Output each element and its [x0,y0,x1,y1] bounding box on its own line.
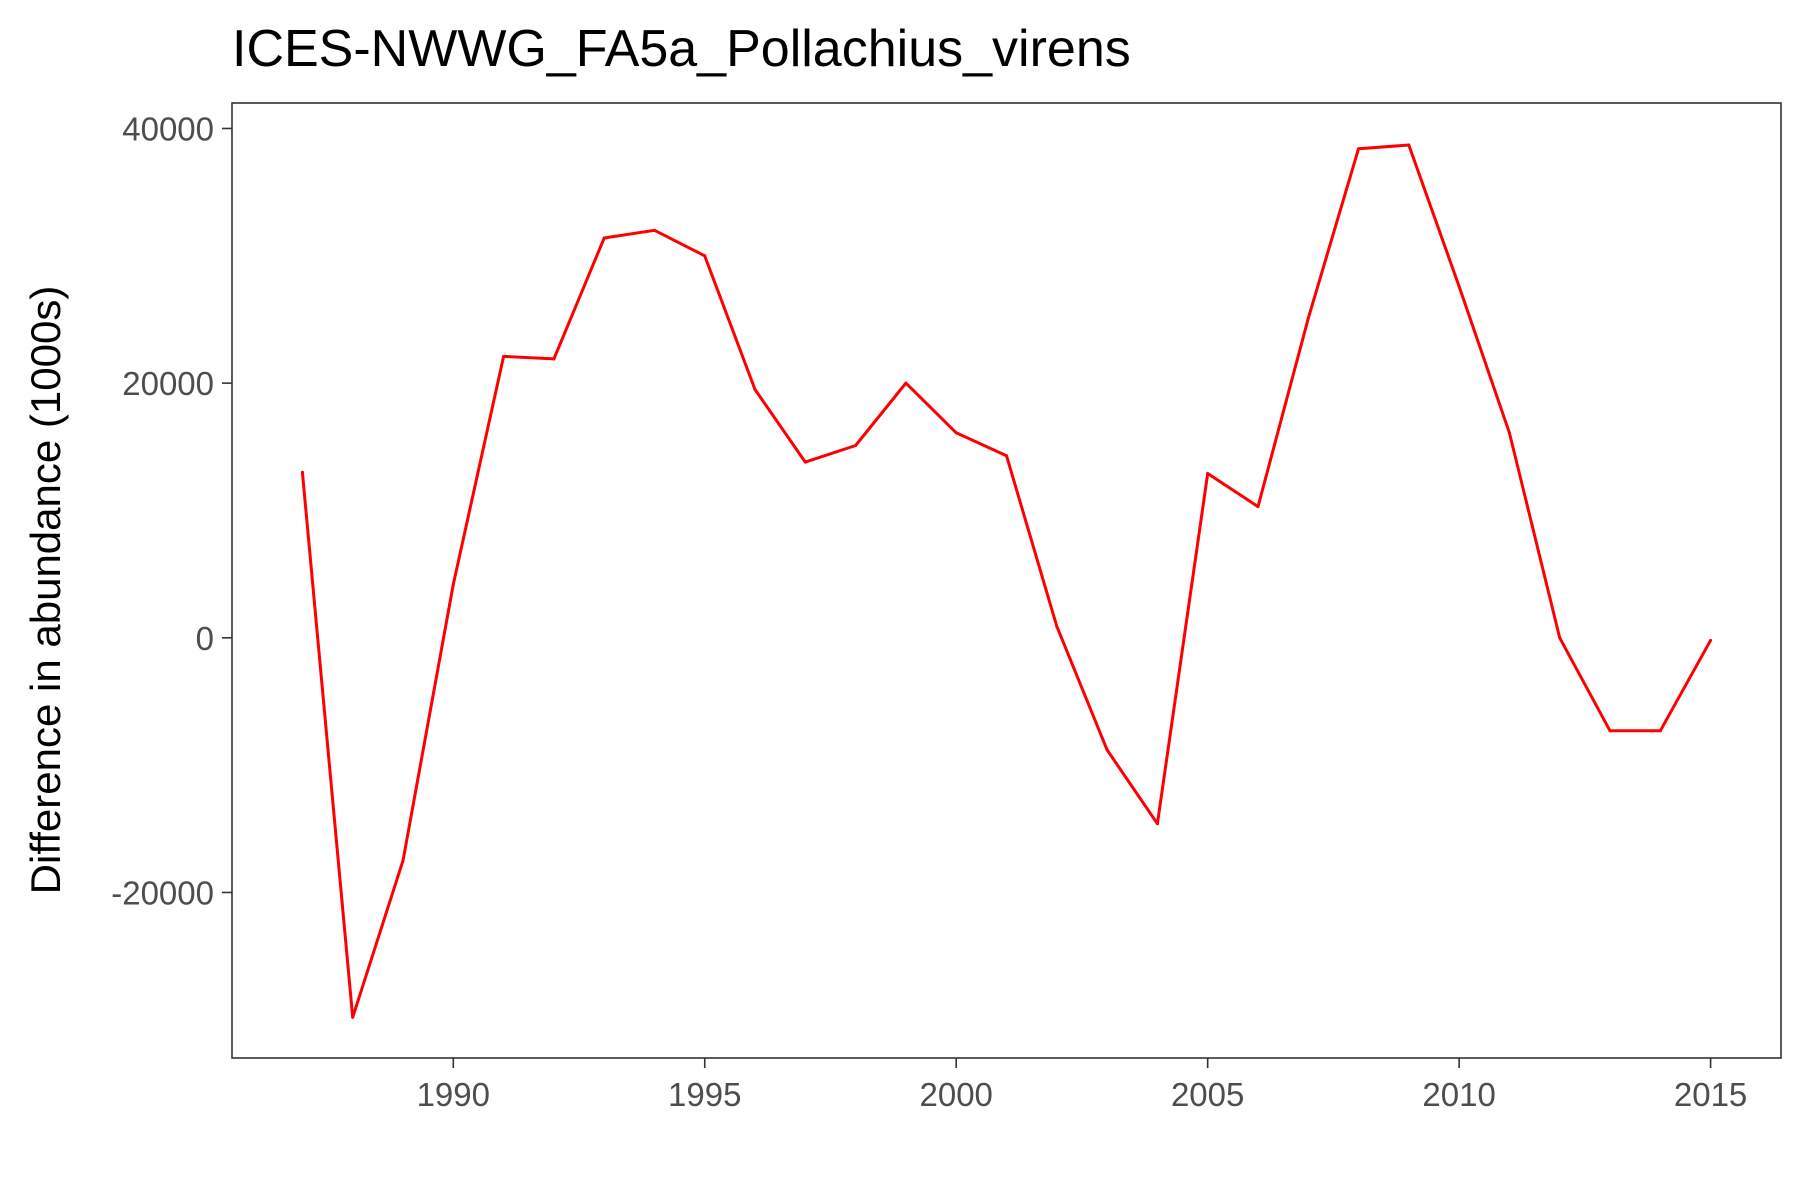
data-point [1608,729,1612,733]
data-point [1709,638,1713,642]
data-point [1658,729,1662,733]
axis-ticks: 1990 1995 2000 2005 2010 2015 -20000 0 20000 4000… [111,110,1747,1113]
x-tick-label: 1990 [417,1076,490,1113]
y-tick-label: 40000 [122,110,214,147]
data-point [753,388,757,391]
data-point [1306,316,1310,320]
data-point [451,582,455,586]
data-point [652,228,656,232]
y-tick-label: -20000 [111,874,214,911]
data-point [1206,472,1210,476]
data-point [1507,431,1511,435]
data-point [1155,822,1159,826]
x-tick-label: 2015 [1674,1076,1747,1113]
data-point [954,431,958,435]
data-point [854,444,858,448]
data-point [552,357,556,361]
x-tick-label: 2005 [1171,1076,1244,1113]
data-point [1357,147,1361,151]
data-point [1005,454,1008,458]
data-point [1558,636,1562,640]
data-point [1055,624,1059,628]
data-point [602,236,606,240]
x-tick-label: 2000 [919,1076,992,1113]
y-axis-title: Difference in abundance (1000s) [22,286,69,895]
data-point [1105,748,1109,752]
data-point [803,460,807,464]
data-point [351,1015,355,1019]
data-point [300,470,304,474]
series-layer [300,143,1713,1019]
data-point [401,859,405,863]
y-tick-label: 20000 [122,365,214,402]
data-point [502,354,506,358]
data-point [904,381,908,385]
x-tick-label: 1995 [668,1076,741,1113]
x-tick-label: 2010 [1422,1076,1495,1113]
data-point [703,254,707,258]
series-line [300,143,1712,1019]
chart-title: ICES-NWWG_FA5a_Pollachius_virens [232,20,1131,78]
data-point [1407,143,1411,147]
data-point [1457,284,1461,288]
plot-panel [231,102,1782,1059]
y-tick-label: 0 [196,620,214,657]
data-point [1256,505,1260,509]
